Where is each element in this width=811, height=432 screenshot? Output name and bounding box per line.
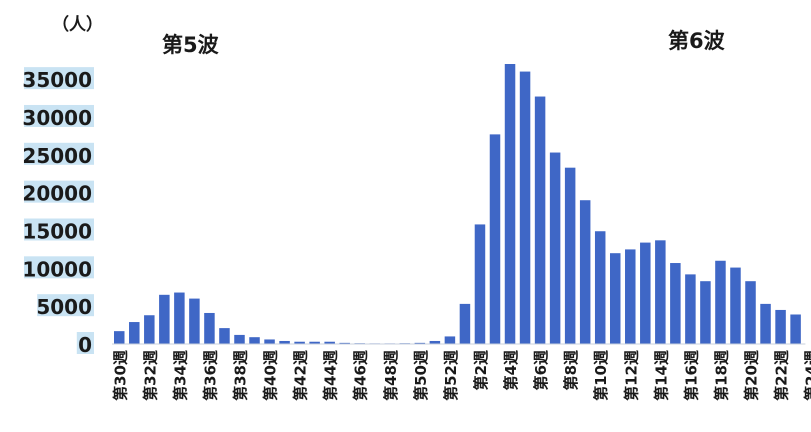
x-tick-label-5: 第40週 bbox=[262, 350, 280, 401]
wave6-annotation: 第6波 bbox=[668, 29, 726, 53]
y-unit-label: （人） bbox=[52, 14, 103, 35]
y-axis: 0 5000 10000 15000 20000 25000 30000 35000 bbox=[22, 67, 94, 357]
y-tick-label-6: 30000 bbox=[22, 106, 92, 130]
x-tick-label-1: 第32週 bbox=[141, 350, 159, 401]
bar-10 bbox=[264, 339, 275, 344]
bar-41 bbox=[730, 268, 741, 344]
x-tick-label-11: 第52週 bbox=[442, 350, 460, 401]
y-tick-label-3: 15000 bbox=[22, 219, 92, 243]
y-tick-label-2: 10000 bbox=[22, 257, 92, 281]
bar-29 bbox=[550, 153, 561, 344]
bar-0 bbox=[114, 331, 125, 344]
y-tick-label-5: 25000 bbox=[22, 144, 92, 168]
bar-42 bbox=[745, 281, 756, 344]
bar-40 bbox=[715, 261, 726, 344]
bar-32 bbox=[595, 231, 606, 344]
bar-8 bbox=[234, 335, 245, 344]
y-tick-label-4: 20000 bbox=[22, 182, 92, 206]
bar-2 bbox=[144, 315, 155, 344]
y-tick-label-7: 35000 bbox=[22, 68, 92, 92]
x-tick-label-21: 第20週 bbox=[743, 350, 761, 401]
bar-36 bbox=[655, 240, 666, 344]
x-tick-label-20: 第18週 bbox=[712, 350, 730, 401]
bar-26 bbox=[505, 64, 516, 344]
bar-25 bbox=[490, 134, 501, 344]
x-tick-label-14: 第6週 bbox=[532, 350, 550, 390]
x-tick-label-13: 第4週 bbox=[502, 350, 520, 390]
x-tick-label-3: 第36週 bbox=[201, 350, 219, 401]
bar-23 bbox=[460, 304, 471, 344]
x-tick-label-7: 第44週 bbox=[322, 350, 340, 401]
bar-4 bbox=[174, 293, 185, 344]
y-tick-label-1: 5000 bbox=[36, 295, 92, 319]
bar-38 bbox=[685, 274, 696, 344]
x-tick-label-15: 第8週 bbox=[562, 350, 580, 390]
bar-44 bbox=[775, 310, 786, 344]
bars bbox=[114, 64, 801, 344]
bar-30 bbox=[565, 168, 576, 344]
bar-39 bbox=[700, 281, 711, 344]
x-tick-label-19: 第16週 bbox=[682, 350, 700, 401]
bar-5 bbox=[189, 299, 200, 344]
y-tick-label-0: 0 bbox=[78, 333, 92, 357]
bar-7 bbox=[219, 328, 230, 344]
bar-34 bbox=[625, 249, 636, 344]
x-tick-label-18: 第14週 bbox=[652, 350, 670, 401]
x-tick-label-22: 第22週 bbox=[773, 350, 791, 401]
bar-27 bbox=[520, 72, 531, 344]
x-tick-label-17: 第12週 bbox=[622, 350, 640, 401]
bar-24 bbox=[475, 224, 486, 344]
x-tick-label-16: 第10週 bbox=[592, 350, 610, 401]
bar-1 bbox=[129, 322, 140, 344]
bar-9 bbox=[249, 337, 260, 344]
wave5-annotation: 第5波 bbox=[162, 33, 220, 57]
x-tick-label-12: 第2週 bbox=[472, 350, 490, 390]
x-tick-label-9: 第48週 bbox=[382, 350, 400, 401]
bar-22 bbox=[445, 336, 456, 344]
x-axis: 第30週 第32週 第34週 第36週 第38週 第40週 第42週 第44週 第46週 第48週… bbox=[111, 344, 811, 401]
bar-28 bbox=[535, 97, 546, 344]
x-tick-label-8: 第46週 bbox=[352, 350, 370, 401]
bar-43 bbox=[760, 304, 771, 344]
x-tick-label-0: 第30週 bbox=[111, 350, 129, 401]
bar-33 bbox=[610, 253, 621, 344]
bar-35 bbox=[640, 243, 651, 344]
bar-37 bbox=[670, 263, 681, 344]
bar-3 bbox=[159, 295, 170, 344]
x-tick-label-4: 第38週 bbox=[231, 350, 249, 401]
x-tick-label-6: 第42週 bbox=[292, 350, 310, 401]
x-tick-label-10: 第50週 bbox=[412, 350, 430, 401]
x-tick-label-2: 第34週 bbox=[171, 350, 189, 401]
x-tick-label-23: 第24週 bbox=[803, 350, 811, 401]
bar-6 bbox=[204, 313, 215, 344]
bar-31 bbox=[580, 200, 591, 344]
bar-45 bbox=[790, 314, 801, 344]
